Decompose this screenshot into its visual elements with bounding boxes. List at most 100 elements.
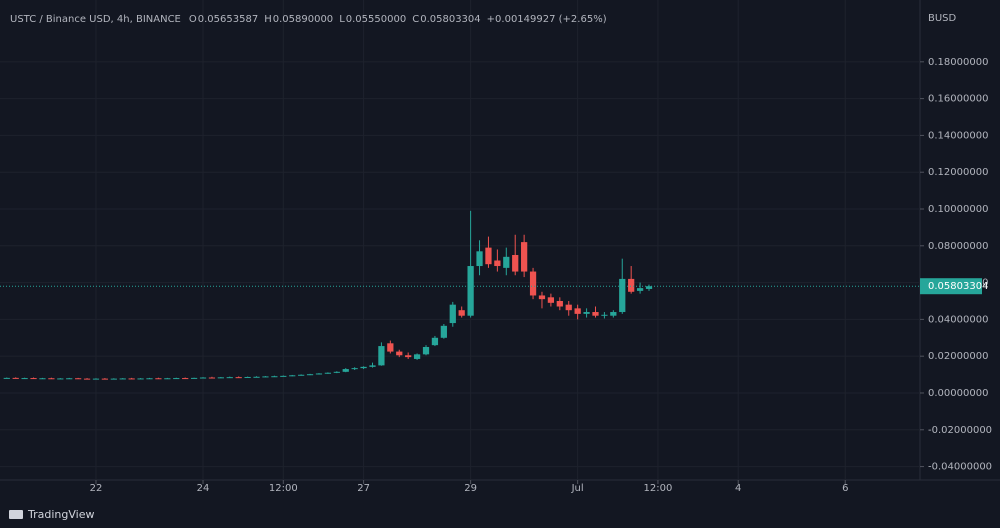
candle-body	[271, 376, 278, 378]
candle-body	[289, 375, 296, 377]
candle-body	[512, 254, 519, 272]
candle-body	[48, 378, 55, 380]
candle-body	[12, 377, 19, 379]
x-tick-label: 29	[464, 483, 477, 494]
candle-body	[387, 343, 394, 352]
candle-body	[440, 325, 447, 338]
candle-body	[369, 365, 376, 367]
y-tick-label: 0.16000000	[928, 94, 988, 105]
candle-body	[360, 366, 367, 369]
last-price-label: 0.05803304	[928, 281, 988, 292]
x-tick-label: 27	[357, 483, 370, 494]
candle-body	[396, 351, 403, 356]
y-tick-label: 0.18000000	[928, 57, 988, 68]
ohlc-value: 0.05550000	[346, 14, 406, 25]
currency-label: BUSD	[928, 13, 957, 24]
candle-body	[244, 376, 251, 378]
candle-body	[66, 378, 73, 380]
candle-body	[21, 378, 28, 380]
candle-body	[574, 308, 581, 314]
candle-body	[146, 378, 153, 380]
brand-logo	[9, 510, 23, 519]
candle-body	[306, 374, 314, 376]
candle-body	[92, 378, 100, 380]
candle-body	[405, 355, 412, 358]
candle-body	[583, 312, 590, 314]
y-tick-label: 0.10000000	[928, 204, 988, 215]
candle-body	[494, 260, 501, 267]
candle-body	[467, 266, 474, 316]
candle-body	[628, 278, 635, 292]
candle-body	[110, 378, 117, 380]
candle-body	[155, 378, 162, 380]
candle-body	[458, 310, 465, 316]
candle-body	[538, 295, 546, 300]
candle-body	[217, 377, 224, 379]
candle-body	[324, 372, 332, 374]
candle-body	[280, 375, 287, 377]
candle-body	[601, 314, 608, 316]
candle-body	[3, 377, 10, 379]
change-value: +0.00149927 (+2.65%)	[487, 14, 607, 25]
candle-body	[57, 378, 64, 380]
candle-body	[190, 377, 198, 379]
candles	[0, 210, 920, 380]
candle-body	[262, 376, 269, 378]
y-tick-label: -0.02000000	[928, 425, 992, 436]
candle-body	[422, 346, 430, 355]
candle-body	[137, 378, 144, 380]
ohlc-key: H	[264, 14, 272, 25]
candle-body	[182, 378, 189, 380]
ohlc-key: C	[412, 14, 419, 25]
candle-body	[315, 373, 323, 375]
y-tick-label: -0.04000000	[928, 462, 992, 473]
candle-body	[645, 286, 653, 289]
candle-body	[119, 378, 126, 380]
candle-body	[39, 378, 46, 380]
symbol-title: USTC / Binance USD, 4h, BINANCE	[10, 14, 181, 25]
candle-body	[529, 271, 537, 296]
candle-body	[208, 377, 216, 379]
candle-body	[351, 368, 358, 370]
y-tick-label: 0.08000000	[928, 241, 988, 252]
x-tick-label: Jul	[571, 483, 584, 494]
candle-body	[128, 378, 135, 380]
candle-body	[30, 378, 37, 380]
x-tick-label: 24	[197, 483, 210, 494]
ohlc-value: 0.05653587	[198, 14, 258, 25]
candle-body	[431, 337, 439, 346]
candle-body	[342, 369, 349, 372]
candle-body	[83, 378, 91, 380]
candle-body	[610, 312, 617, 316]
candle-body	[503, 256, 510, 268]
y-tick-label: 0.00000000	[928, 388, 988, 399]
legend: USTC / Binance USD, 4h, BINANCE O 0.05653…	[10, 14, 607, 25]
grid	[0, 0, 924, 484]
x-tick-label: 6	[842, 483, 848, 494]
candle-body	[164, 378, 171, 380]
candle-body	[592, 312, 599, 316]
candle-body	[253, 376, 260, 378]
ohlc-key: L	[339, 14, 345, 25]
candle-body	[235, 377, 242, 379]
candle-body	[556, 300, 563, 307]
candle-body	[636, 288, 644, 291]
candle-body	[521, 242, 528, 272]
candle-body	[619, 278, 626, 313]
candle-body	[476, 251, 483, 267]
brand: TradingView	[9, 508, 94, 521]
x-tick-label: 12:00	[269, 483, 298, 494]
last-price-box	[920, 278, 982, 295]
x-tick-label: 4	[735, 483, 741, 494]
candle-body	[333, 371, 340, 373]
x-tick-label: 12:00	[644, 483, 673, 494]
candle-body	[547, 297, 555, 303]
ohlc-value: 0.05803304	[420, 14, 480, 25]
y-tick-label: 0.02000000	[928, 351, 988, 362]
candle-body	[101, 378, 109, 380]
brand-name: TradingView	[27, 508, 94, 521]
candle-body	[75, 378, 82, 380]
x-tick-label: 22	[90, 483, 103, 494]
y-tick-label: 0.12000000	[928, 167, 988, 178]
